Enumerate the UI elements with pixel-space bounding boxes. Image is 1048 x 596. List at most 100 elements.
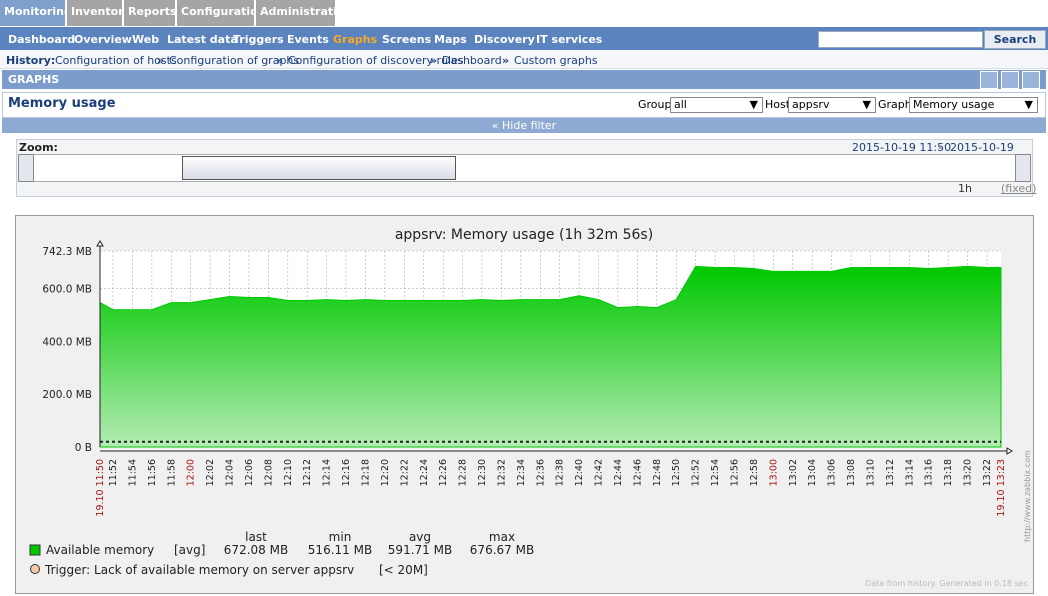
history-separator: » [430,54,438,67]
history-bar [0,50,1048,69]
x-tick-label: 12:08 [263,459,274,486]
sub-tab[interactable]: Dashboard [8,33,76,46]
history-separator: » [276,54,284,67]
history-link[interactable]: Configuration of hosts [55,54,177,67]
legend-column: last [245,530,267,544]
y-tick-label: 0 B [75,442,92,454]
sub-tab[interactable]: Overview [74,33,132,46]
legend-label: Available memory [46,543,154,557]
x-tick-label: 12:42 [594,459,605,486]
trigger-label: Trigger: Lack of available memory on ser… [44,563,354,577]
legend-stat: 516.11 MB [308,543,372,557]
history-link[interactable]: Dashboard [442,54,502,67]
legend-function: [avg] [174,543,205,557]
x-tick-label: 12:32 [496,459,507,486]
legend-stat: 676.67 MB [470,543,534,557]
host-value: appsrv [792,98,830,111]
trigger-marker [30,564,40,574]
main-tab[interactable]: Configuration [177,0,266,26]
history-link[interactable]: Configuration of graphs [169,54,300,67]
filter-toggle-label: Hide filter [502,119,557,132]
graph-select[interactable]: Memory usage ▼ [909,97,1038,113]
main-tab[interactable]: Inventory [67,0,131,26]
sub-tab[interactable]: Web [132,33,160,46]
host-label: Host [765,98,791,111]
x-tick-label: 12:02 [205,459,216,486]
legend-column: avg [409,530,431,544]
x-tick-label: 13:12 [885,459,896,486]
filter-toggle[interactable]: « Hide filter [2,118,1046,133]
x-tick-label: 11:54 [127,459,138,486]
scroll-left[interactable] [18,154,34,182]
history-link[interactable]: Configuration of discovery rules [288,54,464,67]
x-tick-label: 12:20 [380,459,391,486]
legend-column: max [489,530,515,544]
x-tick-label: 19.10 11:50 [95,459,106,517]
group-label: Group [638,98,672,111]
sub-tab[interactable]: Discovery [474,33,535,46]
x-tick-label: 11:52 [108,459,119,486]
x-tick-label: 12:16 [341,459,352,486]
x-tick-label: 13:22 [982,459,993,486]
x-tick-label: 12:14 [322,459,333,486]
trigger-threshold: [< 20M] [379,563,428,577]
main-tab[interactable]: Administration [256,0,352,26]
search-input[interactable] [818,31,983,48]
x-tick-label: 11:56 [147,459,158,486]
refresh-icon[interactable] [1001,71,1019,89]
search-button[interactable]: Search [984,30,1046,49]
graph-title: appsrv: Memory usage (1h 32m 56s) [395,227,653,243]
footer: Data from history. Generated in 0.18 sec [865,579,1028,588]
group-value: all [674,98,687,111]
page-title: Memory usage [8,96,116,111]
sub-tab[interactable]: Latest data [167,33,238,46]
sub-tab[interactable]: Screens [382,33,432,46]
fullscreen-icon[interactable] [1022,71,1040,89]
x-tick-label: 13:08 [846,459,857,486]
x-tick-label: 12:56 [730,459,741,486]
x-tick-label: 12:30 [477,459,488,486]
y-tick-label: 200.0 MB [42,389,92,401]
scroll-thumb[interactable] [182,156,456,180]
x-tick-label: 19.10 13:23 [996,459,1007,517]
x-tick-label: 12:24 [419,459,430,486]
x-tick-label: 12:22 [399,459,410,486]
host-select[interactable]: appsrv ▼ [788,97,876,113]
x-tick-label: 12:50 [671,459,682,486]
legend-column: min [329,530,352,544]
scroll-right[interactable] [1015,154,1031,182]
legend-stat: 672.08 MB [224,543,288,557]
x-tick-label: 12:40 [574,459,585,486]
zoom-label: Zoom: [19,141,58,154]
legend-stat: 591.71 MB [388,543,452,557]
x-tick-label: 13:04 [807,459,818,486]
x-tick-label: 12:44 [613,459,624,486]
x-tick-label: 13:18 [943,459,954,486]
main-tab[interactable]: Reports [124,0,177,26]
sub-tab[interactable]: Maps [434,33,467,46]
x-tick-label: 12:54 [710,459,721,486]
x-tick-label: 12:34 [516,459,527,486]
x-tick-label: 13:14 [904,459,915,486]
x-tick-label: 12:46 [632,459,643,486]
sub-tab[interactable]: Graphs [333,33,378,46]
zoom-from: 2015-10-19 11:50 [852,141,952,154]
sub-tab[interactable]: IT services [536,33,603,46]
sub-tab[interactable]: Triggers [233,33,284,46]
x-tick-label: 12:18 [360,459,371,486]
x-tick-label: 13:00 [768,459,779,486]
x-tick-label: 12:28 [458,459,469,486]
fixed-toggle[interactable]: (fixed) [1001,182,1037,195]
x-tick-label: 13:10 [865,459,876,486]
add-icon[interactable] [980,71,998,89]
history-link[interactable]: Custom graphs [514,54,598,67]
main-tab[interactable]: Monitoring [0,0,72,26]
zoom-dash: - [938,141,942,154]
y-tick-label: 400.0 MB [42,336,92,348]
sub-tab[interactable]: Events [287,33,329,46]
group-select[interactable]: all ▼ [670,97,763,113]
x-tick-label: 12:04 [225,459,236,486]
graph-value: Memory usage [913,98,995,111]
x-arrow [1006,447,1013,455]
history-label: History: [6,54,56,67]
